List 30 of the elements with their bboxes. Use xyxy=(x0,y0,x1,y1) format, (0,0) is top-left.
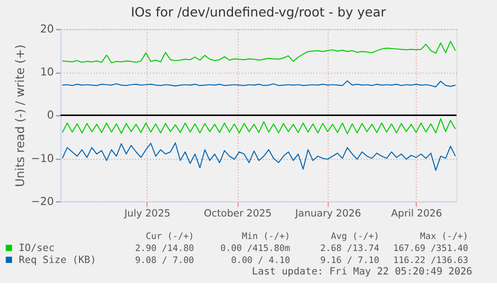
y-tick-label: 10 xyxy=(40,66,54,79)
text: 2.90 /14.80 xyxy=(135,244,194,254)
text: Max (-/+) xyxy=(420,232,468,242)
line-series xyxy=(62,142,456,171)
text: 9.16 / 7.10 xyxy=(320,256,380,266)
y-tick-label: 0 xyxy=(47,108,54,122)
line-series xyxy=(62,118,456,134)
text: Cur (-/+) xyxy=(146,232,194,242)
text: 0.00 / 4.10 xyxy=(231,256,290,266)
line-series xyxy=(62,80,456,88)
text: Avg (-/+) xyxy=(330,232,380,242)
text: 0.00 /415.80m xyxy=(220,244,290,254)
x-tick-label: July 2025 xyxy=(123,208,170,220)
legend-label: IO/sec xyxy=(18,242,55,254)
chart-title: IOs for /dev/undefined-vg/root - by year xyxy=(130,5,387,20)
text: 167.69 /351.40 xyxy=(393,244,468,254)
y-tick-label: −10 xyxy=(31,152,54,165)
line-series xyxy=(62,40,456,64)
text: 2.68 /13.74 xyxy=(320,244,380,254)
x-tick-label: January 2026 xyxy=(294,208,362,220)
y-tick-label: −20 xyxy=(31,194,54,208)
text: 116.22 /136.63 xyxy=(393,256,468,266)
y-tick-label: 20 xyxy=(40,22,54,36)
text: Last update: Fri May 22 05:20:49 2026 xyxy=(252,266,472,278)
x-tick-label: April 2026 xyxy=(391,208,442,220)
x-tick-label: October 2025 xyxy=(204,208,272,220)
text: Min (-/+) xyxy=(242,232,290,242)
text: 9.08 / 7.00 xyxy=(135,256,194,266)
y-axis-title: Units read (-) / write (+) xyxy=(13,44,28,188)
legend-label: Req Size (KB) xyxy=(18,254,96,266)
